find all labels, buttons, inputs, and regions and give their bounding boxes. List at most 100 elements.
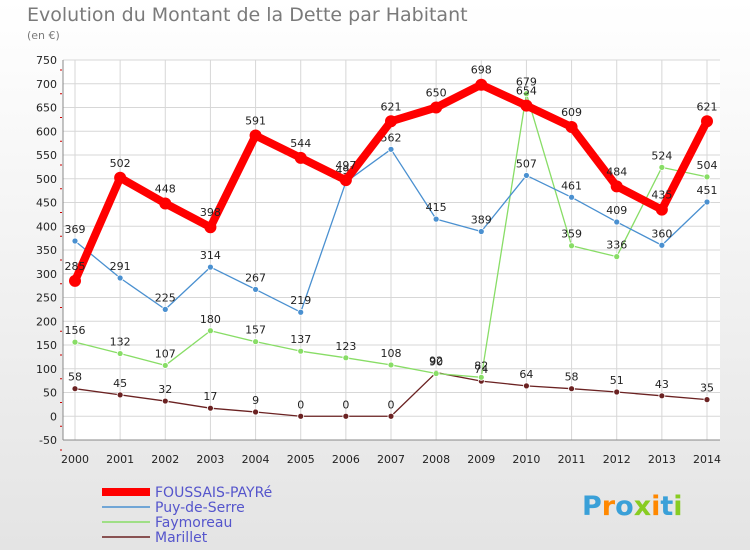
x-tick-label: 2005 xyxy=(287,453,315,466)
data-label: 108 xyxy=(381,347,402,360)
data-point xyxy=(385,115,397,128)
y-tick-label: 500 xyxy=(36,173,57,186)
data-point xyxy=(658,163,666,171)
data-label: 137 xyxy=(290,333,311,346)
data-label: 17 xyxy=(203,390,217,403)
data-point xyxy=(655,203,668,216)
chart-title: Evolution du Montant de la Dette par Hab… xyxy=(27,4,468,26)
y-tick-label: 300 xyxy=(36,268,57,281)
data-point xyxy=(701,115,713,128)
y-tick-label: 750 xyxy=(36,54,57,67)
x-tick-label: 2001 xyxy=(106,453,134,466)
x-tick-label: 2013 xyxy=(648,453,676,466)
data-point xyxy=(207,327,214,335)
y-tick-label: 350 xyxy=(36,244,57,257)
data-point xyxy=(610,180,623,193)
data-label: 524 xyxy=(651,149,672,162)
y-tick-label: 450 xyxy=(36,197,57,210)
data-label: 621 xyxy=(697,100,718,113)
data-label: 369 xyxy=(65,223,86,236)
data-point xyxy=(568,385,575,393)
data-point xyxy=(703,198,711,206)
data-label: 291 xyxy=(110,260,131,273)
data-point xyxy=(161,305,169,313)
data-label: 225 xyxy=(155,291,176,304)
data-point xyxy=(703,396,711,404)
data-label: 359 xyxy=(561,228,582,241)
data-point xyxy=(71,338,79,346)
data-point xyxy=(703,173,711,181)
data-point xyxy=(523,382,530,390)
data-label: 389 xyxy=(471,213,492,226)
data-point xyxy=(69,274,81,287)
data-point xyxy=(71,237,79,245)
data-point xyxy=(159,197,172,210)
data-label: 502 xyxy=(110,157,131,170)
data-point xyxy=(432,370,440,377)
data-point xyxy=(613,388,621,396)
data-label: 64 xyxy=(519,368,533,381)
data-point xyxy=(297,412,305,420)
y-tick-label: 200 xyxy=(36,315,57,328)
data-label: 90 xyxy=(429,356,443,369)
data-label: 32 xyxy=(158,383,172,396)
x-tick-label: 2008 xyxy=(422,453,450,466)
y-tick-label: 150 xyxy=(36,339,57,352)
data-point xyxy=(658,392,666,400)
data-label: 285 xyxy=(65,260,86,273)
data-label: 180 xyxy=(200,313,221,326)
data-label: 621 xyxy=(381,100,402,113)
y-tick-label: -50 xyxy=(39,434,57,447)
data-label: 314 xyxy=(200,249,221,262)
data-label: 360 xyxy=(651,227,672,240)
data-point xyxy=(161,397,169,405)
data-label: 0 xyxy=(388,398,395,411)
legend-label: FOUSSAIS-PAYRé xyxy=(155,485,272,501)
data-label: 157 xyxy=(245,324,266,337)
x-tick-label: 2011 xyxy=(558,453,586,466)
data-label: 92 xyxy=(429,355,443,368)
data-point xyxy=(613,253,621,261)
data-label: 267 xyxy=(245,271,266,284)
data-point xyxy=(252,338,259,346)
data-point xyxy=(249,129,262,142)
y-tick-label: 0 xyxy=(50,410,57,423)
x-tick-label: 2004 xyxy=(242,453,270,466)
y-tick-label: 700 xyxy=(36,78,57,91)
data-point xyxy=(613,218,621,226)
series-foussais-payr: 285 502 448 398 591 544 497 621 650 698 654 609 484 4… xyxy=(65,64,718,287)
x-tick-label: 2012 xyxy=(603,453,631,466)
data-label: 461 xyxy=(561,179,582,192)
x-tick-label: 2010 xyxy=(512,453,540,466)
data-label: 107 xyxy=(155,347,176,360)
legend-label: Puy-de-Serre xyxy=(155,500,245,516)
data-label: 415 xyxy=(426,201,447,214)
data-label: 497 xyxy=(335,159,356,172)
data-point xyxy=(432,215,440,223)
data-point xyxy=(342,412,350,420)
y-tick-label: 400 xyxy=(36,220,57,233)
data-point xyxy=(342,354,350,362)
data-label: 132 xyxy=(110,336,131,349)
data-point xyxy=(71,385,79,393)
data-point xyxy=(114,171,127,184)
y-tick-label: 650 xyxy=(36,102,57,115)
data-label: 74 xyxy=(474,363,488,376)
data-label: 448 xyxy=(155,182,176,195)
x-tick-label: 2002 xyxy=(151,453,179,466)
data-point xyxy=(207,404,214,412)
x-tick-label: 2007 xyxy=(377,453,405,466)
data-point xyxy=(568,193,575,201)
data-label: 409 xyxy=(606,204,627,217)
data-point xyxy=(387,361,395,369)
data-label: 58 xyxy=(565,371,579,384)
data-point xyxy=(204,221,217,234)
data-point xyxy=(523,90,530,98)
legend-label: Faymoreau xyxy=(155,515,232,531)
data-point xyxy=(430,101,443,114)
data-point xyxy=(116,350,124,357)
data-label: 219 xyxy=(290,294,311,307)
data-label: 58 xyxy=(68,371,82,384)
data-label: 156 xyxy=(65,324,86,337)
